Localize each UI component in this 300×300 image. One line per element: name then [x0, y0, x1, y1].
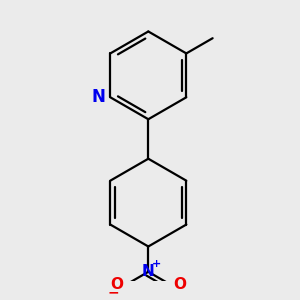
Text: O: O — [110, 277, 123, 292]
Text: N: N — [142, 264, 155, 279]
Text: N: N — [92, 88, 105, 106]
Text: O: O — [174, 277, 187, 292]
Text: −: − — [107, 285, 119, 299]
Text: +: + — [152, 259, 161, 269]
